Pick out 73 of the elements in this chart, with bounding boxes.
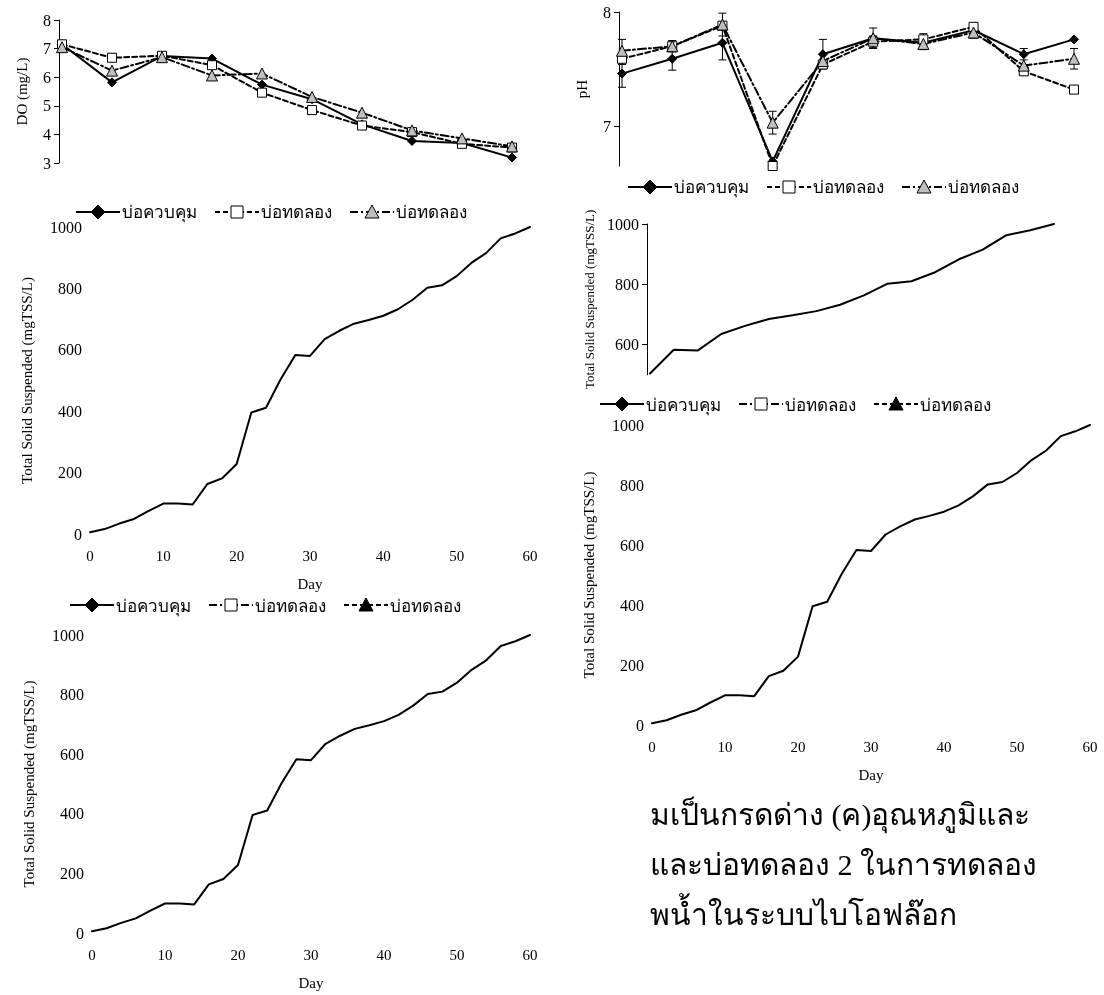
text: บ่อทดลอง bbox=[785, 394, 856, 417]
x-tick-label: 50 bbox=[449, 946, 465, 963]
y-tick-label: 800 bbox=[615, 275, 639, 293]
x-axis-title: Day bbox=[858, 766, 884, 783]
y-tick-label: 8 bbox=[603, 3, 611, 21]
text: บ่อทดลอง bbox=[920, 394, 991, 417]
x-tick-label: 50 bbox=[449, 547, 465, 564]
y-axis-title: DO (mg/L) bbox=[13, 57, 31, 126]
x-tick-label: 10 bbox=[717, 738, 733, 755]
y-tick-label: 8 bbox=[43, 11, 51, 29]
y-axis-title: Total Solid Suspended (mgTSS/L) bbox=[582, 209, 598, 390]
x-tick-label: 60 bbox=[522, 547, 538, 564]
x-tick-label: 0 bbox=[648, 738, 656, 755]
text: บ่อทดลอง bbox=[390, 595, 461, 618]
y-tick-label: 0 bbox=[74, 525, 82, 543]
y-tick-label: 800 bbox=[60, 686, 84, 704]
x-tick-label: 60 bbox=[1082, 738, 1098, 755]
y-tick-label: 7 bbox=[603, 117, 611, 135]
y-tick-label: 400 bbox=[620, 596, 644, 614]
y-tick-label: 0 bbox=[636, 716, 644, 734]
y-axis-title: Total Solid Suspended (mgTSS/L) bbox=[580, 471, 598, 679]
text: พน้ำในระบบไบโอฟล๊อก bbox=[650, 892, 958, 933]
y-tick-label: 1000 bbox=[612, 416, 644, 434]
x-tick-label: 20 bbox=[229, 547, 245, 564]
x-tick-label: 40 bbox=[376, 946, 392, 963]
y-tick-label: 1000 bbox=[607, 215, 639, 233]
x-tick-label: 10 bbox=[155, 547, 171, 564]
y-tick-label: 7 bbox=[43, 40, 51, 58]
y-axis-title: Total Solid Suspended (mgTSS/L) bbox=[18, 277, 36, 484]
x-tick-label: 20 bbox=[790, 738, 806, 755]
y-tick-label: 0 bbox=[76, 924, 84, 942]
y-tick-label: 4 bbox=[43, 125, 51, 143]
x-tick-label: 40 bbox=[375, 547, 391, 564]
legend-label: บ่อควบคุม bbox=[673, 177, 749, 200]
y-tick-label: 400 bbox=[60, 805, 84, 823]
y-tick-label: 200 bbox=[58, 464, 82, 482]
y-tick-label: 5 bbox=[43, 97, 51, 115]
text: บ่อทดลอง bbox=[255, 595, 326, 618]
x-tick-label: 30 bbox=[303, 946, 319, 963]
x-tick-label: 50 bbox=[1009, 738, 1025, 755]
text: และบ่อทดลอง 2 ในการทดลอง bbox=[650, 847, 1038, 883]
text: มเป็นกรดด่าง (ค)อุณหภูมิและ bbox=[650, 795, 1032, 836]
legend-label: บ่อทดลอง bbox=[947, 177, 1019, 199]
x-tick-label: 30 bbox=[302, 547, 318, 564]
y-tick-label: 6 bbox=[43, 68, 51, 86]
legend-label: บ่อทดลอง bbox=[260, 202, 332, 224]
y-tick-label: 3 bbox=[43, 154, 51, 172]
x-tick-label: 40 bbox=[936, 738, 952, 755]
text: บ่อควบคุม bbox=[646, 394, 721, 418]
y-tick-label: 200 bbox=[620, 656, 644, 674]
y-axis-title: Total Solid Suspended (mgTSS/L) bbox=[20, 680, 38, 888]
y-tick-label: 1000 bbox=[52, 626, 84, 644]
y-tick-label: 600 bbox=[58, 341, 82, 359]
y-tick-label: 800 bbox=[58, 279, 82, 297]
y-tick-label: 600 bbox=[620, 536, 644, 554]
x-tick-label: 30 bbox=[863, 738, 879, 755]
x-tick-label: 60 bbox=[522, 946, 538, 963]
x-axis-title: Day bbox=[298, 974, 324, 991]
legend-label: บ่อควบคุม bbox=[121, 202, 197, 225]
x-tick-label: 20 bbox=[230, 946, 246, 963]
text: บ่อควบคุม bbox=[116, 595, 191, 619]
x-axis-title: Day bbox=[297, 575, 323, 592]
y-tick-label: 600 bbox=[60, 745, 84, 763]
y-tick-label: 800 bbox=[620, 476, 644, 494]
legend-label: บ่อทดลอง bbox=[812, 177, 884, 199]
y-tick-label: 600 bbox=[615, 336, 639, 354]
x-tick-label: 0 bbox=[88, 946, 96, 963]
y-tick-label: 200 bbox=[60, 864, 84, 882]
legend-label: บ่อทดลอง bbox=[395, 202, 467, 224]
x-tick-label: 10 bbox=[157, 946, 173, 963]
y-tick-label: 1000 bbox=[50, 218, 82, 236]
y-tick-label: 400 bbox=[58, 402, 82, 420]
y-axis-title: pH bbox=[573, 79, 590, 99]
